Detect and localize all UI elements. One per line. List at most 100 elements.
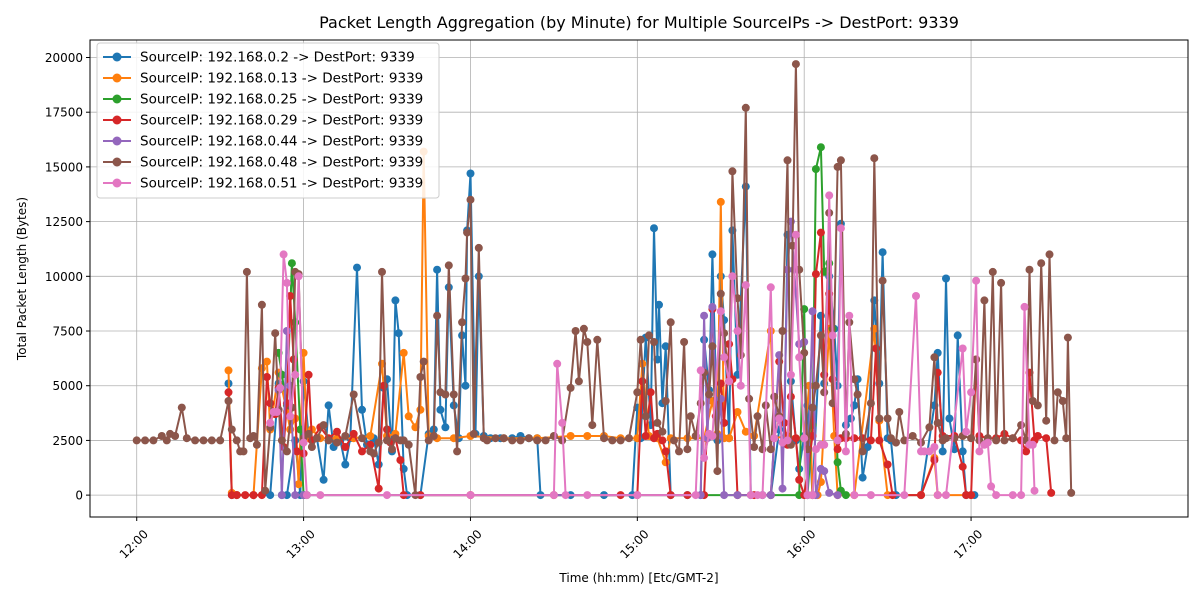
data-point bbox=[967, 491, 976, 500]
data-point bbox=[705, 390, 714, 399]
data-point bbox=[700, 311, 709, 320]
legend-marker bbox=[112, 94, 122, 104]
data-point bbox=[319, 421, 328, 430]
data-point bbox=[579, 324, 588, 333]
legend-label: SourceIP: 192.168.0.51 -> DestPort: 9339 bbox=[140, 176, 423, 192]
data-point bbox=[683, 445, 692, 454]
data-point bbox=[816, 228, 825, 237]
data-point bbox=[287, 259, 296, 268]
data-point bbox=[304, 370, 313, 379]
data-point bbox=[967, 388, 976, 397]
data-point bbox=[866, 491, 875, 500]
data-point bbox=[474, 243, 483, 252]
data-point bbox=[444, 261, 453, 270]
data-point bbox=[633, 491, 642, 500]
y-tick-label: 15000 bbox=[45, 160, 83, 174]
data-point bbox=[942, 434, 950, 443]
data-point bbox=[419, 357, 428, 366]
data-point bbox=[866, 399, 875, 408]
data-point bbox=[224, 366, 233, 375]
data-point bbox=[900, 436, 909, 445]
data-point bbox=[741, 281, 750, 290]
data-point bbox=[1017, 421, 1026, 430]
plot-frame bbox=[89, 39, 1189, 518]
data-point bbox=[878, 276, 887, 285]
data-point bbox=[728, 167, 737, 176]
data-point bbox=[997, 278, 1006, 287]
data-point bbox=[286, 412, 295, 421]
data-point bbox=[1025, 265, 1034, 274]
data-point bbox=[583, 338, 592, 346]
series-7 bbox=[266, 191, 1039, 500]
y-tick-label: 20000 bbox=[45, 51, 83, 65]
data-point bbox=[491, 434, 500, 443]
data-point bbox=[463, 228, 472, 237]
data-point bbox=[436, 405, 445, 414]
data-point bbox=[992, 491, 1001, 500]
data-point bbox=[658, 436, 667, 445]
data-point bbox=[383, 436, 391, 445]
data-point bbox=[404, 412, 413, 421]
data-point bbox=[349, 390, 358, 399]
data-point bbox=[778, 327, 787, 335]
data-point bbox=[1045, 250, 1054, 259]
data-point bbox=[1033, 432, 1042, 440]
chart-title: Packet Length Aggregation (by Minute) fo… bbox=[319, 13, 959, 32]
data-point bbox=[850, 491, 859, 500]
legend-label: SourceIP: 192.168.0.44 -> DestPort: 9339 bbox=[140, 134, 423, 150]
data-point bbox=[282, 447, 291, 456]
data-point bbox=[828, 399, 837, 408]
data-point bbox=[162, 436, 171, 445]
data-point bbox=[975, 447, 984, 456]
data-point bbox=[836, 224, 845, 233]
data-point bbox=[833, 162, 842, 171]
data-point bbox=[725, 434, 734, 443]
data-point bbox=[675, 447, 683, 456]
y-axis-label: Total Packet Length (Bytes) bbox=[15, 197, 29, 361]
data-point bbox=[875, 436, 884, 445]
data-point bbox=[900, 491, 909, 500]
data-point bbox=[850, 434, 859, 443]
data-point bbox=[708, 302, 717, 311]
legend-box bbox=[96, 42, 440, 199]
data-point bbox=[441, 423, 450, 432]
y-tick-label: 10000 bbox=[45, 270, 83, 284]
legend-label: SourceIP: 192.168.0.13 -> DestPort: 9339 bbox=[140, 71, 423, 87]
data-point bbox=[294, 480, 303, 489]
data-point bbox=[1037, 259, 1046, 268]
data-point bbox=[616, 436, 625, 445]
data-point bbox=[182, 434, 191, 443]
data-point bbox=[608, 436, 617, 445]
data-point bbox=[666, 318, 675, 327]
data-point bbox=[333, 427, 341, 436]
series-lines bbox=[132, 60, 1076, 500]
data-point bbox=[232, 491, 241, 500]
data-point bbox=[191, 436, 200, 445]
data-point bbox=[374, 484, 383, 493]
data-point bbox=[650, 224, 658, 233]
data-point bbox=[791, 434, 800, 443]
data-point bbox=[958, 462, 967, 471]
data-point bbox=[353, 263, 361, 272]
data-point bbox=[461, 274, 470, 283]
data-point bbox=[670, 436, 678, 445]
data-point bbox=[850, 375, 859, 384]
data-point bbox=[566, 432, 575, 440]
data-point bbox=[783, 436, 792, 445]
data-point bbox=[828, 331, 837, 340]
data-point bbox=[942, 491, 950, 500]
data-point bbox=[276, 383, 285, 392]
data-point bbox=[307, 443, 316, 451]
data-point bbox=[758, 491, 767, 500]
data-point bbox=[650, 338, 658, 346]
data-point bbox=[661, 397, 670, 405]
data-point bbox=[271, 329, 280, 338]
data-point bbox=[291, 491, 300, 500]
x-axis-label: Time (hh:mm) [Etc/GMT-2] bbox=[558, 571, 718, 585]
data-point bbox=[312, 434, 321, 443]
data-point bbox=[716, 379, 725, 388]
legend-marker bbox=[112, 52, 122, 62]
data-point bbox=[416, 373, 425, 381]
data-point bbox=[391, 296, 400, 305]
